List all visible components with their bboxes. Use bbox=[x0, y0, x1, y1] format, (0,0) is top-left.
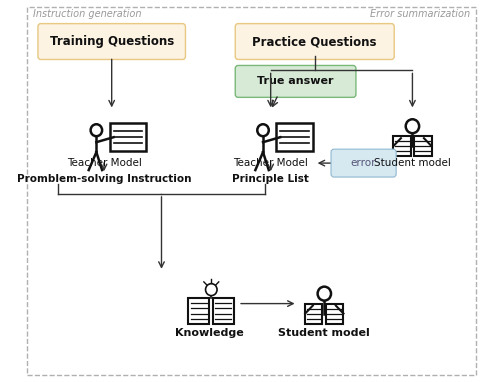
Circle shape bbox=[318, 286, 331, 301]
Text: Practice Questions: Practice Questions bbox=[253, 35, 377, 48]
FancyBboxPatch shape bbox=[235, 24, 394, 60]
Text: Promblem-solving Instruction: Promblem-solving Instruction bbox=[17, 174, 191, 184]
Text: Teacher Model: Teacher Model bbox=[67, 158, 141, 168]
Text: Training Questions: Training Questions bbox=[49, 35, 174, 48]
FancyBboxPatch shape bbox=[331, 149, 396, 177]
Circle shape bbox=[91, 124, 102, 136]
Text: Instruction generation: Instruction generation bbox=[33, 9, 142, 19]
FancyBboxPatch shape bbox=[38, 24, 185, 60]
FancyBboxPatch shape bbox=[393, 136, 410, 156]
Text: Student model: Student model bbox=[374, 158, 451, 168]
FancyBboxPatch shape bbox=[110, 123, 146, 151]
FancyBboxPatch shape bbox=[326, 304, 344, 324]
FancyBboxPatch shape bbox=[305, 304, 322, 324]
FancyBboxPatch shape bbox=[414, 136, 432, 156]
Circle shape bbox=[257, 124, 269, 136]
Circle shape bbox=[406, 119, 419, 133]
FancyBboxPatch shape bbox=[213, 298, 234, 324]
FancyBboxPatch shape bbox=[276, 123, 313, 151]
FancyBboxPatch shape bbox=[235, 65, 356, 97]
FancyBboxPatch shape bbox=[188, 298, 210, 324]
Text: Teacher Model: Teacher Model bbox=[233, 158, 308, 168]
Text: Principle List: Principle List bbox=[232, 174, 309, 184]
FancyBboxPatch shape bbox=[28, 6, 476, 376]
Circle shape bbox=[206, 284, 217, 296]
Text: Student model: Student model bbox=[278, 327, 370, 338]
Text: Error summarization: Error summarization bbox=[370, 9, 470, 19]
Text: error: error bbox=[351, 158, 377, 168]
Text: True answer: True answer bbox=[257, 76, 334, 86]
Text: Knowledge: Knowledge bbox=[175, 327, 244, 338]
